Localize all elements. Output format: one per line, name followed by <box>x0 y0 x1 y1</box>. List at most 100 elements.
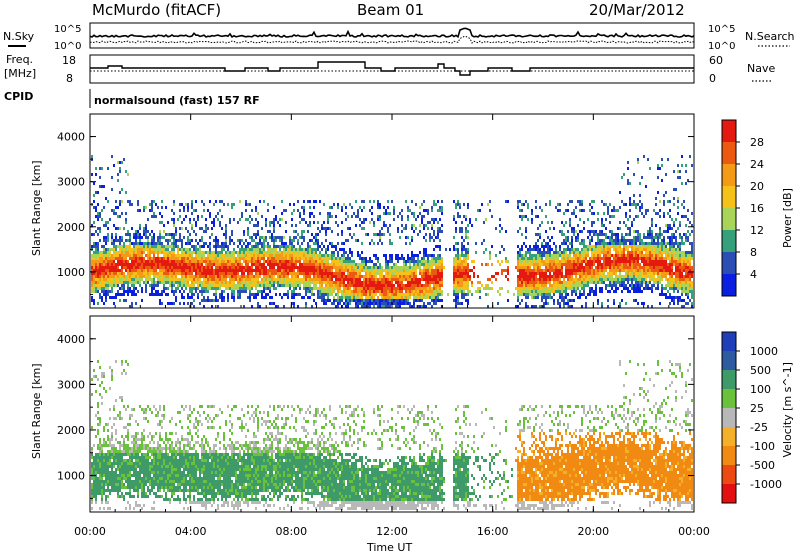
heatmap-cell <box>413 272 415 275</box>
heatmap-cell <box>157 275 159 278</box>
heatmap-cell <box>335 215 337 218</box>
heatmap-cell <box>417 296 419 299</box>
heatmap-cell <box>569 299 571 302</box>
heatmap-cell <box>369 257 371 260</box>
heatmap-cell <box>617 275 619 278</box>
heatmap-cell <box>209 212 211 215</box>
heatmap-cell <box>239 281 241 284</box>
heatmap-cell <box>101 263 103 266</box>
heatmap-cell <box>179 209 181 212</box>
heatmap-cell <box>593 200 595 203</box>
heatmap-cell <box>143 272 145 275</box>
heatmap-cell <box>369 269 371 272</box>
heatmap-cell <box>135 263 137 266</box>
heatmap-cell <box>603 251 605 254</box>
nave-label: Nave <box>747 62 775 75</box>
heatmap-cell <box>479 209 481 212</box>
heatmap-cell <box>559 302 561 305</box>
heatmap-cell <box>289 278 291 281</box>
heatmap-cell <box>401 296 403 299</box>
heatmap-cell <box>105 290 107 293</box>
heatmap-cell <box>459 287 461 290</box>
heatmap-cell <box>457 215 459 218</box>
heatmap-cell <box>293 281 295 284</box>
heatmap-cell <box>383 287 385 290</box>
heatmap-cell <box>385 281 387 284</box>
heatmap-cell <box>367 296 369 299</box>
heatmap-cell <box>319 257 321 260</box>
heatmap-cell <box>541 251 543 254</box>
heatmap-cell <box>279 260 281 263</box>
heatmap-cell <box>97 242 99 245</box>
heatmap-cell <box>519 284 521 287</box>
heatmap-cell <box>573 227 575 230</box>
heatmap-cell <box>417 287 419 290</box>
heatmap-cell <box>429 221 431 224</box>
heatmap-cell <box>561 275 563 278</box>
heatmap-cell <box>569 254 571 257</box>
heatmap-cell <box>387 212 389 215</box>
heatmap-cell <box>383 296 385 299</box>
heatmap-cell <box>525 257 527 260</box>
heatmap-cell <box>283 242 285 245</box>
heatmap-cell <box>237 296 239 299</box>
heatmap-cell <box>553 242 555 245</box>
heatmap-cell <box>537 248 539 251</box>
heatmap-cell <box>193 218 195 221</box>
heatmap-cell <box>501 272 503 275</box>
heatmap-cell <box>109 254 111 257</box>
heatmap-cell <box>533 260 535 263</box>
heatmap-cell <box>563 260 565 263</box>
heatmap-cell <box>591 221 593 224</box>
heatmap-cell <box>187 251 189 254</box>
heatmap-cell <box>309 212 311 215</box>
heatmap-cell <box>513 293 515 296</box>
heatmap-cell <box>107 263 109 266</box>
heatmap-cell <box>463 215 465 218</box>
heatmap-cell <box>583 290 585 293</box>
heatmap-cell <box>277 275 279 278</box>
heatmap-cell <box>291 212 293 215</box>
heatmap-cell <box>341 257 343 260</box>
heatmap-cell <box>341 260 343 263</box>
heatmap-cell <box>461 296 463 299</box>
heatmap-cell <box>403 278 405 281</box>
heatmap-cell <box>421 287 423 290</box>
heatmap-cell <box>149 263 151 266</box>
heatmap-cell <box>223 203 225 206</box>
heatmap-cell <box>387 290 389 293</box>
heatmap-cell <box>183 278 185 281</box>
heatmap-cell <box>179 203 181 206</box>
heatmap-cell <box>345 266 347 269</box>
heatmap-cell <box>187 203 189 206</box>
heatmap-cell <box>181 275 183 278</box>
heatmap-cell <box>131 302 133 305</box>
heatmap-cell <box>123 272 125 275</box>
heatmap-cell <box>307 290 309 293</box>
heatmap-cell <box>191 272 193 275</box>
heatmap-cell <box>275 251 277 254</box>
heatmap-cell <box>161 260 163 263</box>
heatmap-cell <box>217 278 219 281</box>
heatmap-cell <box>343 263 345 266</box>
heatmap-cell <box>181 287 183 290</box>
heatmap-cell <box>337 299 339 302</box>
heatmap-cell <box>441 299 443 302</box>
heatmap-cell <box>91 266 93 269</box>
heatmap-cell <box>561 242 563 245</box>
heatmap-cell <box>291 257 293 260</box>
heatmap-cell <box>93 242 95 245</box>
heatmap-cell <box>167 302 169 305</box>
heatmap-cell <box>323 266 325 269</box>
heatmap-cell <box>555 248 557 251</box>
heatmap-cell <box>295 248 297 251</box>
heatmap-cell <box>405 284 407 287</box>
heatmap-cell <box>257 260 259 263</box>
heatmap-cell <box>353 272 355 275</box>
heatmap-cell <box>297 260 299 263</box>
heatmap-cell <box>261 215 263 218</box>
heatmap-cell <box>455 230 457 233</box>
heatmap-cell <box>373 287 375 290</box>
heatmap-cell <box>157 290 159 293</box>
heatmap-cell <box>281 278 283 281</box>
